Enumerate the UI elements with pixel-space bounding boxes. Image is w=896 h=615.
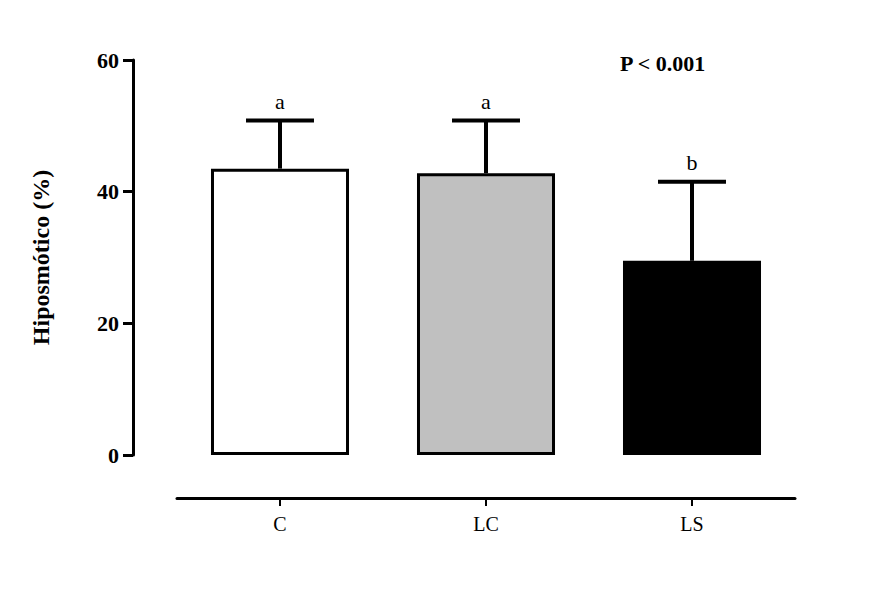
svg-text:b: b xyxy=(687,150,698,175)
svg-text:LS: LS xyxy=(680,513,703,535)
svg-text:LC: LC xyxy=(473,513,499,535)
svg-text:C: C xyxy=(273,513,286,535)
svg-text:20: 20 xyxy=(97,311,119,336)
svg-text:P < 0.001: P < 0.001 xyxy=(620,51,705,76)
svg-text:a: a xyxy=(481,89,491,114)
svg-text:Hiposmótico (%): Hiposmótico (%) xyxy=(28,170,54,345)
svg-text:a: a xyxy=(275,89,285,114)
svg-text:0: 0 xyxy=(108,443,119,468)
svg-text:60: 60 xyxy=(97,48,119,73)
svg-text:40: 40 xyxy=(97,179,119,204)
